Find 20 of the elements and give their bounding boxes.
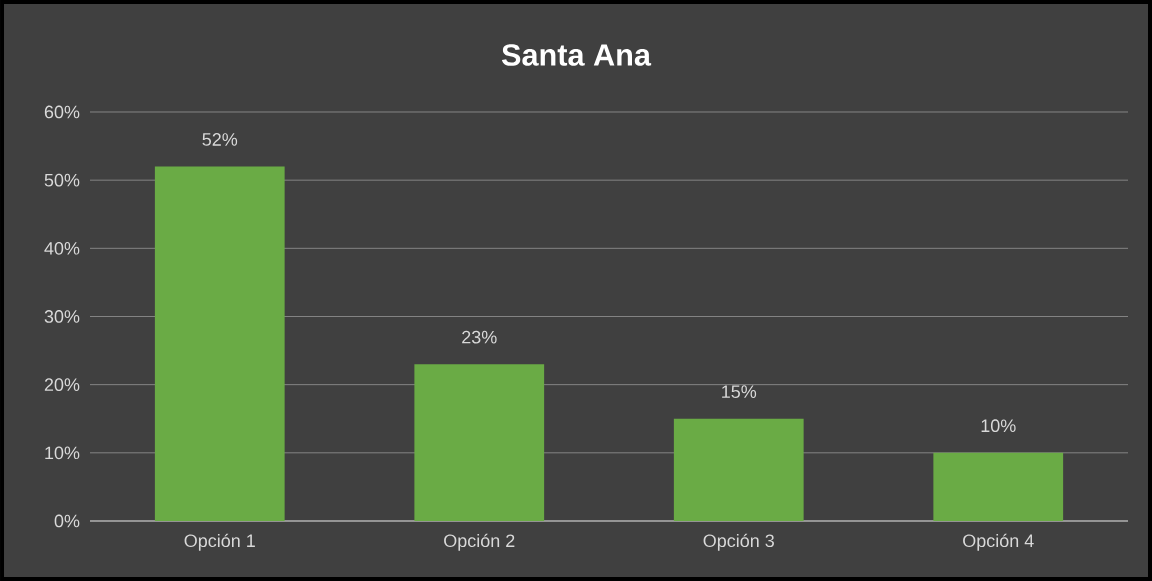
x-tick-label: Opción 2 [444, 533, 515, 551]
y-tick-label: 0% [54, 514, 80, 528]
y-tick-label: 10% [45, 446, 80, 460]
y-tick-label: 40% [44, 241, 80, 255]
x-tick-label: Opción 4 [963, 533, 1034, 551]
x-tick-label: Opción 1 [184, 533, 255, 551]
data-label: 10% [981, 419, 1016, 433]
data-label: 15% [722, 385, 757, 399]
bar [673, 418, 804, 521]
x-tick-label: Opción 3 [703, 533, 774, 551]
data-label: 52% [202, 133, 238, 146]
y-tick-label: 20% [44, 378, 80, 392]
bar [933, 452, 1064, 521]
y-tick-label: 50% [44, 173, 80, 187]
y-tick-label: 30% [44, 310, 80, 323]
chart-title: Santa Ana [501, 44, 652, 66]
bar [414, 364, 545, 521]
bar [154, 166, 285, 521]
y-tick-label: 60% [44, 105, 80, 119]
data-label: 23% [462, 330, 497, 344]
